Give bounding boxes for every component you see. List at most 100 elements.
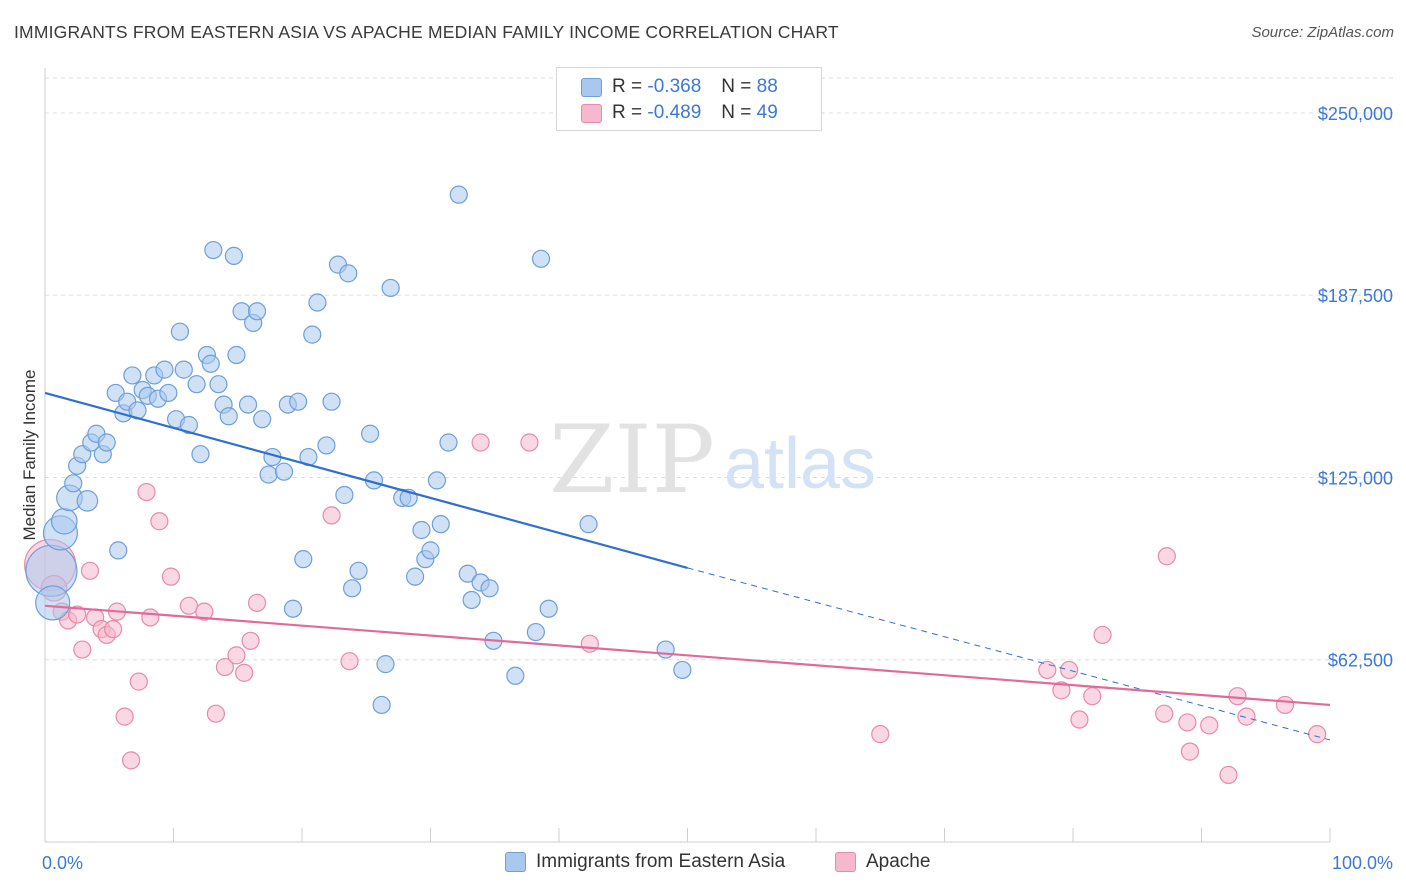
- axes: [44, 68, 1331, 843]
- data-point: [274, 462, 294, 481]
- data-point: [1219, 765, 1238, 785]
- data-point: [206, 704, 226, 723]
- data-point: [235, 663, 254, 682]
- data-point: [1060, 660, 1079, 680]
- data-point: [1178, 713, 1197, 732]
- data-point: [317, 436, 336, 455]
- data-point: [322, 392, 341, 411]
- eastern-asia-points: [25, 185, 692, 715]
- data-point: [1052, 681, 1071, 700]
- n-label: N =: [721, 102, 752, 123]
- data-point: [109, 541, 128, 560]
- data-point: [506, 666, 525, 685]
- source-credit: Source: ZipAtlas.com: [1251, 24, 1394, 41]
- data-point: [449, 185, 468, 204]
- data-point: [349, 561, 368, 580]
- x-tick-label: 0.0%: [42, 853, 83, 873]
- data-point: [187, 375, 206, 394]
- data-point: [50, 507, 78, 535]
- data-point: [204, 240, 223, 260]
- trend-lines: [44, 391, 1331, 741]
- data-point: [343, 579, 362, 598]
- apache-trend-line: [44, 604, 1331, 707]
- data-point: [1038, 660, 1057, 680]
- data-point: [531, 249, 551, 268]
- data-point: [462, 590, 481, 610]
- watermark: ZIP atlas: [549, 406, 876, 515]
- n-label: N =: [721, 76, 752, 97]
- data-point: [303, 325, 322, 344]
- data-point: [1200, 716, 1219, 735]
- eastern-asia-trend-extension: [687, 567, 1331, 741]
- y-tick-label: $62,500: [1328, 651, 1393, 671]
- data-point: [219, 407, 238, 426]
- data-point: [215, 657, 234, 677]
- data-point: [241, 631, 260, 650]
- data-point: [361, 424, 380, 443]
- apache-swatch: [581, 103, 602, 123]
- y-tick-label: $187,500: [1318, 286, 1393, 306]
- data-point: [155, 360, 174, 379]
- data-point: [35, 585, 71, 621]
- data-point: [1155, 704, 1174, 723]
- data-point: [656, 640, 675, 659]
- data-point: [289, 392, 308, 411]
- data-point: [471, 433, 490, 452]
- data-point: [322, 506, 341, 525]
- data-point: [871, 725, 890, 744]
- data-point: [579, 515, 598, 534]
- data-point: [458, 564, 477, 583]
- data-point: [412, 520, 431, 540]
- data-point: [253, 410, 272, 429]
- data-point: [137, 482, 156, 502]
- data-point: [141, 608, 160, 627]
- data-point: [1157, 547, 1176, 566]
- legend-item-apache[interactable]: Apache: [835, 851, 930, 873]
- gridlines: [45, 77, 1395, 661]
- data-point: [520, 433, 539, 452]
- data-point: [104, 620, 123, 639]
- data-point: [115, 707, 134, 726]
- data-point: [1083, 687, 1102, 706]
- data-point: [1180, 742, 1200, 761]
- data-point: [227, 345, 246, 365]
- data-point: [247, 593, 267, 612]
- data-point: [195, 602, 214, 621]
- data-point: [1228, 687, 1247, 706]
- eastern-asia-trend-line: [44, 391, 688, 569]
- eastern-asia-swatch: [581, 77, 602, 97]
- data-point: [372, 695, 391, 715]
- r-value: -0.489: [647, 102, 702, 123]
- r-label: R =: [612, 102, 643, 123]
- data-point: [227, 646, 246, 665]
- data-point: [179, 596, 199, 615]
- data-point: [209, 375, 228, 394]
- watermark-atlas: atlas: [724, 424, 876, 504]
- data-point: [339, 264, 358, 283]
- data-point: [68, 605, 87, 624]
- data-point: [1093, 625, 1112, 645]
- data-point: [64, 474, 83, 493]
- data-point: [73, 640, 92, 659]
- data-point: [1275, 695, 1295, 715]
- data-point: [539, 599, 558, 618]
- legend-item-eastern-asia[interactable]: Immigrants from Eastern Asia: [505, 851, 785, 873]
- y-tick-label: $125,000: [1318, 468, 1393, 488]
- data-point: [201, 354, 220, 373]
- data-point: [76, 490, 99, 512]
- data-point: [480, 579, 499, 598]
- data-point: [376, 655, 395, 674]
- data-point: [97, 433, 116, 452]
- x-tick-label: 100.0%: [1332, 853, 1393, 873]
- data-point: [294, 550, 313, 569]
- data-point: [580, 634, 599, 653]
- legend-row-eastern-asia: R = -0.368 N = 88: [581, 75, 778, 99]
- data-point: [283, 599, 303, 618]
- data-point: [405, 567, 425, 586]
- data-point: [121, 751, 141, 770]
- watermark-zip: ZIP: [549, 406, 715, 515]
- r-label: R =: [612, 76, 643, 97]
- y-tick-label: $250,000: [1318, 104, 1393, 124]
- data-point: [238, 395, 258, 414]
- data-point: [421, 541, 440, 560]
